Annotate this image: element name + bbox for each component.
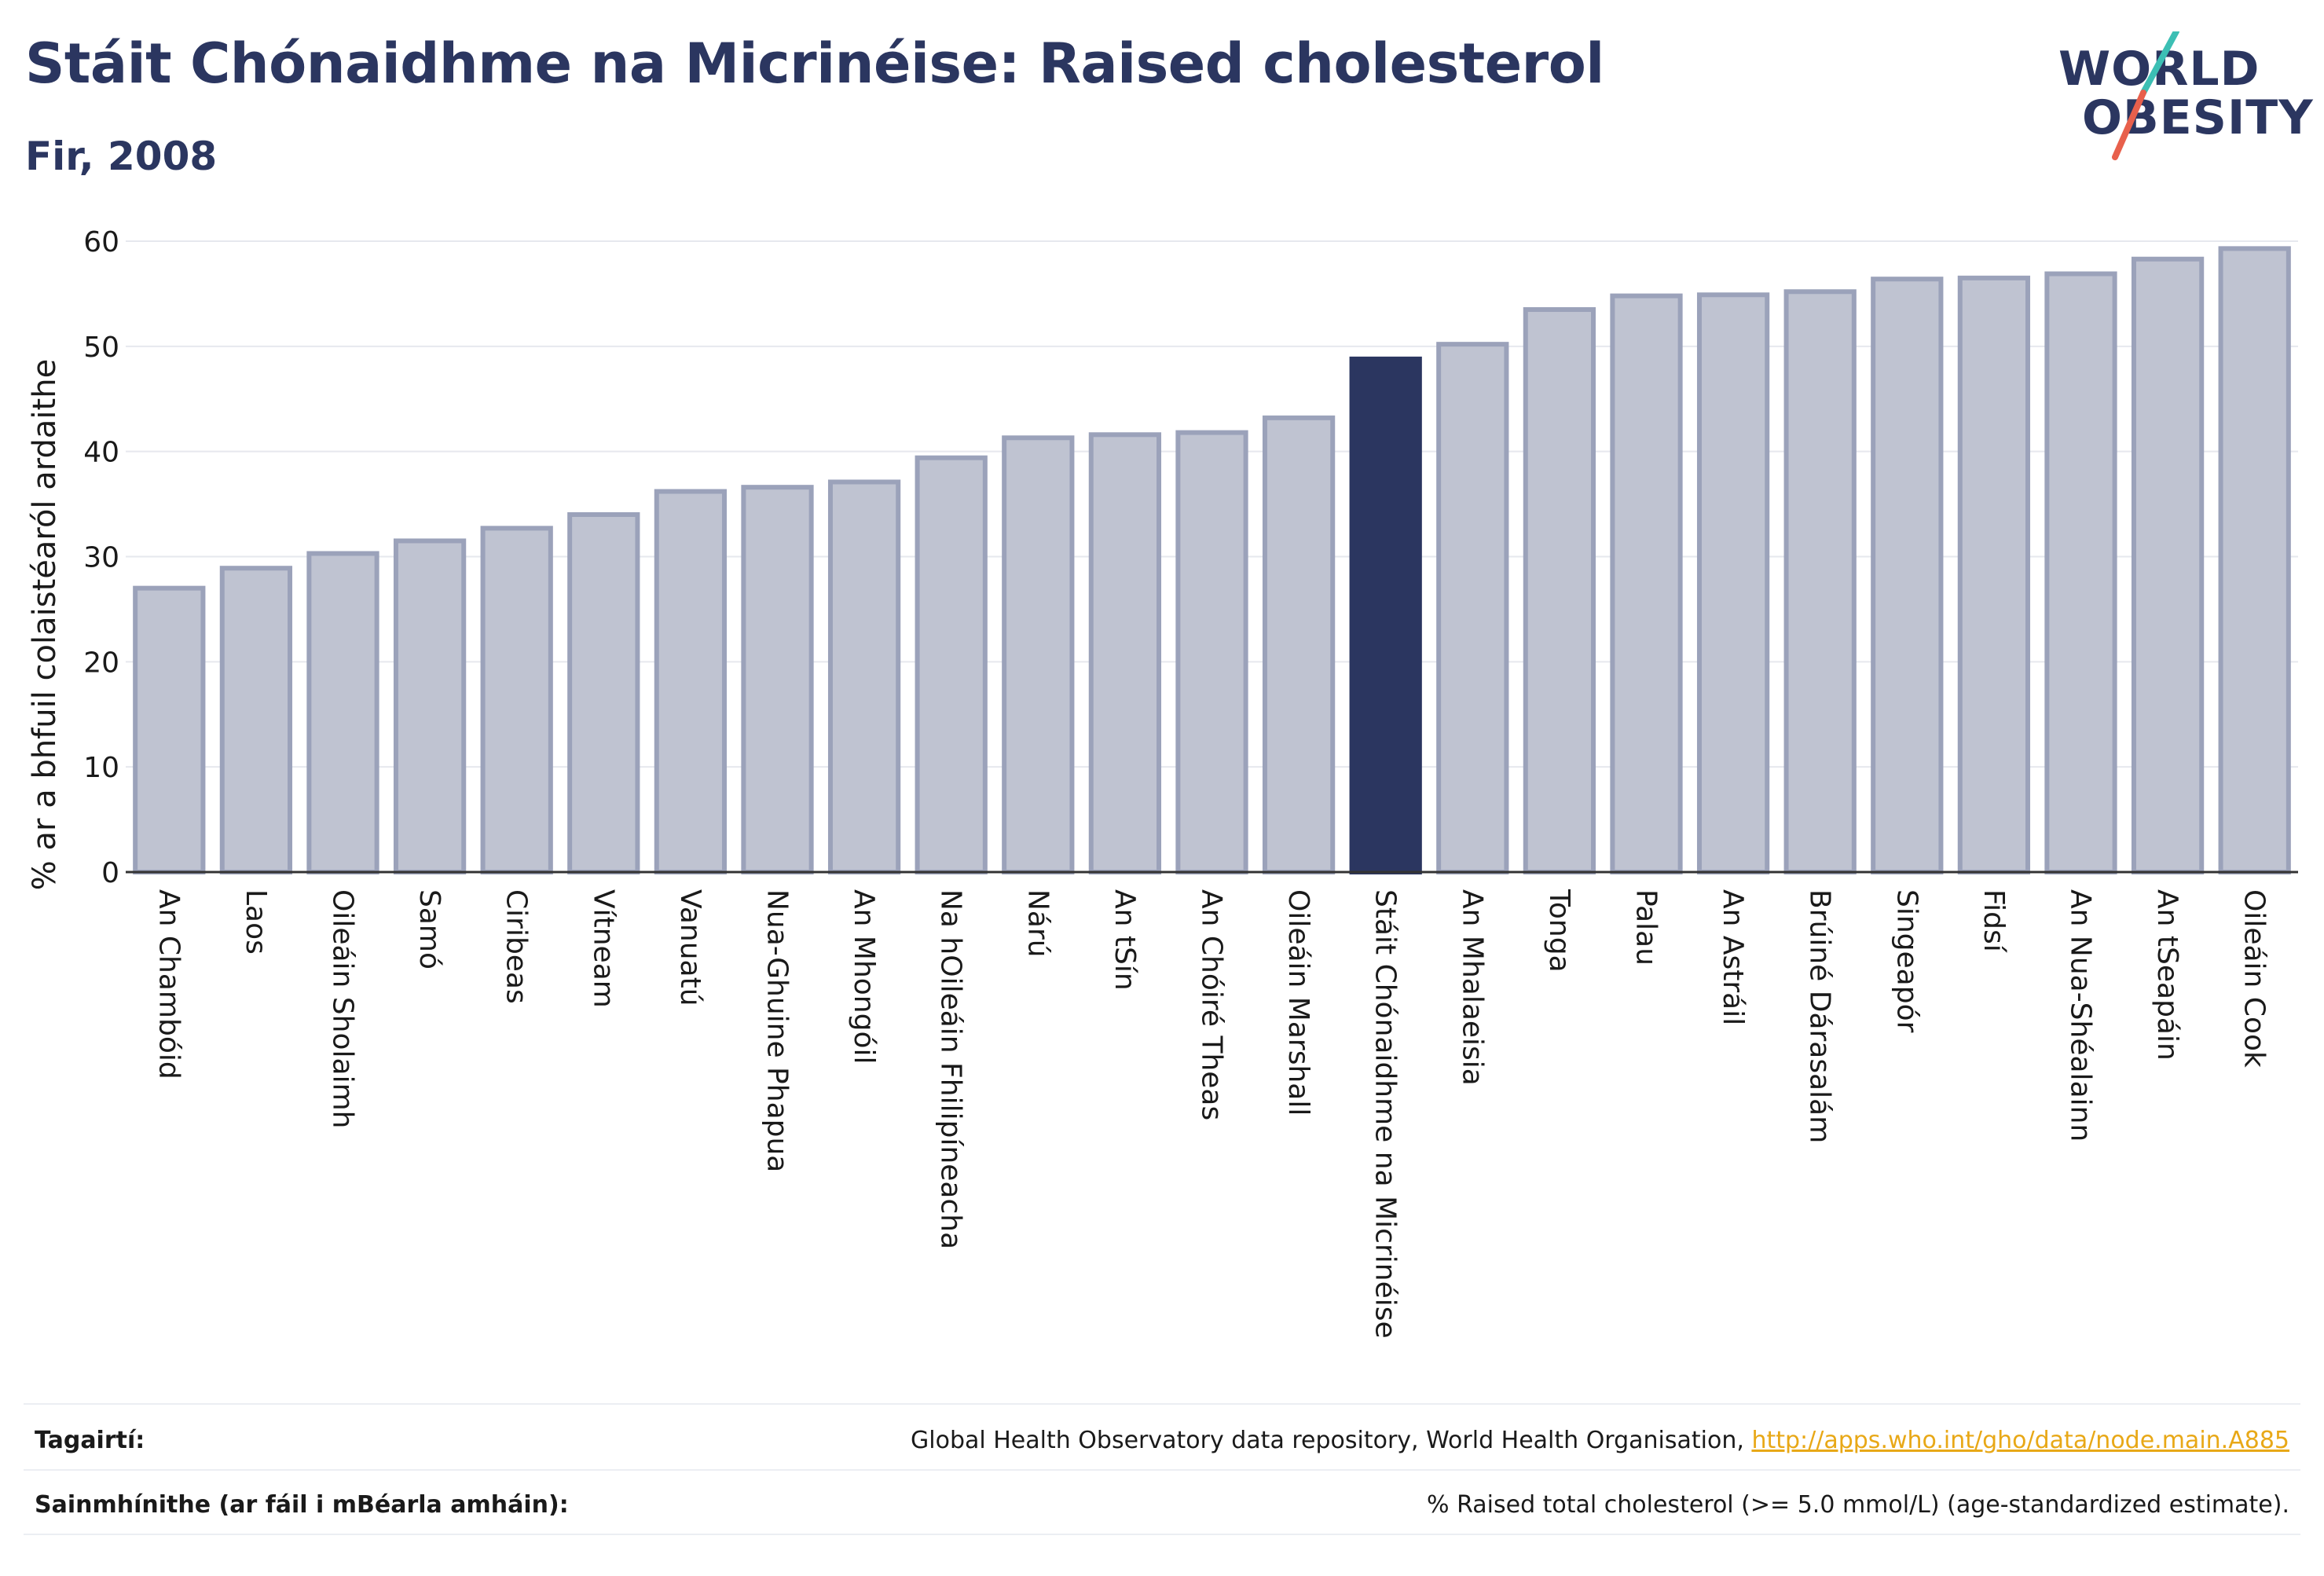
bar <box>1088 432 1162 874</box>
x-tick-label: An tSeapáin <box>2151 889 2183 1061</box>
chart-title: Stáit Chónaidhme na Micrinéise: Raised c… <box>25 31 1604 96</box>
logo-line-2: OBESITY <box>2082 90 2314 145</box>
bar <box>654 489 728 874</box>
bar <box>1696 292 1770 874</box>
bar <box>306 551 379 874</box>
references-text: Global Health Observatory data repositor… <box>911 1427 1752 1454</box>
x-tick-label: An Astráil <box>1717 889 1749 1025</box>
x-tick-label: An Chóiré Theas <box>1196 889 1228 1120</box>
x-tick-label: An Mhalaeisia <box>1456 889 1488 1086</box>
y-tick-label: 60 <box>83 226 119 258</box>
x-tick-label: An Chambóid <box>152 889 185 1079</box>
x-tick-label: Stáit Chónaidhme na Micrinéise <box>1369 889 1402 1339</box>
x-tick-label: Oileáin Marshall <box>1282 889 1314 1116</box>
bar <box>1610 293 1683 874</box>
bars <box>133 246 2291 875</box>
x-tick-label: Ciribeas <box>500 889 533 1004</box>
bar <box>2044 271 2117 874</box>
bar <box>1175 430 1248 874</box>
y-tick-label: 30 <box>83 542 119 574</box>
references-label: Tagairtí: <box>35 1427 145 1454</box>
bar-highlighted <box>1349 356 1422 875</box>
x-tick-label: Nárú <box>1021 889 1054 958</box>
x-tick-label: Oileáin Cook <box>2238 889 2271 1068</box>
x-tick-label: Vítneam <box>587 889 619 1008</box>
x-tick-label: An Mhongóil <box>848 889 880 1065</box>
bar-chart: 0 10 20 30 40 50 60 An Chambóid Laos Oileáin Sho… <box>27 226 2298 1339</box>
bar <box>567 511 640 874</box>
x-tick-label: An tSín <box>1109 889 1141 991</box>
y-axis-label: % ar a bhfuil colaistéaról ardaithe <box>27 359 63 890</box>
x-tick-label: Vanuatú <box>674 889 706 1006</box>
y-tick-label: 20 <box>83 647 119 679</box>
references-value: Global Health Observatory data repositor… <box>911 1427 2289 1454</box>
y-tick-label: 40 <box>83 437 119 469</box>
references-link[interactable]: http://apps.who.int/gho/data/node.main.A… <box>1751 1427 2289 1454</box>
definitions-label: Sainmhínithe (ar fáil i mBéarla amháin): <box>35 1491 569 1519</box>
bar <box>1957 275 2031 874</box>
x-tick-label: Singeapór <box>1890 889 1923 1033</box>
bar <box>827 479 901 874</box>
y-tick-label: 0 <box>101 857 119 889</box>
x-tick-label: Tonga <box>1543 889 1575 973</box>
world-obesity-logo: WORLD OBESITY <box>2043 31 2313 173</box>
bar <box>915 455 988 874</box>
x-tick-label: Oileáin Sholaimh <box>327 889 359 1128</box>
x-axis-ticks: An Chambóid Laos Oileáin Sholaimh Samó Cirib… <box>152 889 2270 1339</box>
x-tick-label: Palau <box>1630 889 1662 966</box>
x-tick-label: Brúiné Dárasalám <box>1804 889 1836 1143</box>
chart-subtitle: Fir, 2008 <box>25 134 218 179</box>
footer-divider-bottom <box>24 1534 2300 1535</box>
bar <box>1523 306 1596 875</box>
logo-slash-icon <box>2112 31 2179 160</box>
y-tick-label: 50 <box>83 332 119 364</box>
bar <box>1002 435 1075 874</box>
x-tick-label: Fidsí <box>1978 889 2010 953</box>
footer-divider-middle <box>24 1469 2300 1471</box>
x-tick-label: An Nua-Shéalainn <box>2065 889 2097 1142</box>
bar <box>219 566 293 874</box>
bar <box>1436 342 1509 874</box>
bar <box>2218 246 2291 874</box>
x-tick-label: Na hOileáin Fhilipíneacha <box>935 889 967 1249</box>
bar <box>1871 277 1944 874</box>
x-tick-label: Nua-Ghuine Phapua <box>761 889 794 1172</box>
bar <box>741 485 814 874</box>
bar <box>133 585 206 875</box>
bar <box>480 526 553 874</box>
footer-divider-top <box>24 1403 2300 1405</box>
x-tick-label: Laos <box>240 889 272 955</box>
y-axis-ticks: 0 10 20 30 40 50 60 <box>83 226 119 889</box>
bar <box>2131 256 2205 875</box>
bar <box>393 538 467 874</box>
bar <box>1262 415 1336 874</box>
y-tick-label: 10 <box>83 752 119 784</box>
x-tick-label: Samó <box>413 889 445 969</box>
bar <box>1783 289 1857 874</box>
definitions-value: % Raised total cholesterol (>= 5.0 mmol/… <box>1427 1491 2289 1519</box>
